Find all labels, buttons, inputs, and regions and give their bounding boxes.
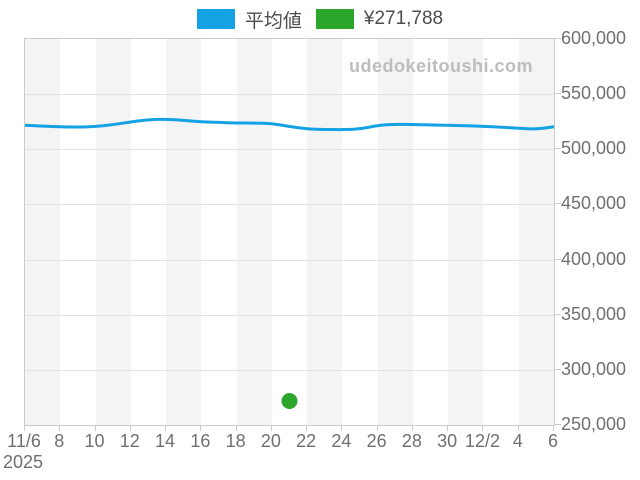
x-axis-tick <box>411 425 413 431</box>
legend-label-price: ¥271,788 <box>363 8 444 29</box>
x-axis-label: 10 <box>84 431 105 451</box>
x-axis-label: 4 <box>512 431 523 451</box>
x-axis-label: 18 <box>225 431 246 451</box>
y-axis-label: 300,000 <box>561 358 627 379</box>
y-axis-tick <box>554 368 561 370</box>
plot-area: udedokeitoushi.com <box>24 38 555 426</box>
x-axis-label: 12/2 <box>464 431 500 451</box>
y-axis-label: 350,000 <box>561 303 627 324</box>
y-axis-tick <box>554 313 561 315</box>
plot-stripe <box>25 39 61 425</box>
y-axis-tick <box>554 38 561 39</box>
gridline <box>25 149 554 151</box>
series-layer <box>25 117 554 409</box>
y-axis-tick <box>554 424 561 425</box>
x-axis-tick <box>200 425 202 431</box>
x-axis-label: 16 <box>190 431 211 451</box>
y-axis-label: 600,000 <box>561 28 627 48</box>
gridline <box>25 314 554 316</box>
x-axis-label: 28 <box>401 431 422 451</box>
y-axis-label: 250,000 <box>561 414 627 434</box>
legend-item-price[interactable]: ¥271,788 <box>315 8 444 30</box>
price-point-marker[interactable] <box>281 392 298 409</box>
plot-stripe <box>518 39 554 425</box>
y-axis-tick <box>554 148 561 150</box>
x-axis-label: 8 <box>54 431 65 451</box>
x-axis-label: 26 <box>366 431 387 451</box>
x-axis-label: 24 <box>331 431 352 451</box>
plot-stripe <box>236 39 272 425</box>
x-axis-tick <box>24 425 25 431</box>
y-axis-tick <box>554 203 561 205</box>
y-axis-label: 450,000 <box>561 193 627 214</box>
x-axis-tick <box>235 425 237 431</box>
gridline <box>25 94 554 96</box>
chart-legend: 平均値 ¥271,788 <box>0 6 640 32</box>
x-axis-label: 11/6 <box>7 431 41 451</box>
x-axis-label: 20 <box>260 431 281 451</box>
x-axis-tick <box>376 425 378 431</box>
watermark: udedokeitoushi.com <box>348 56 533 76</box>
gridline <box>25 369 554 371</box>
x-axis-tick <box>482 425 484 431</box>
x-axis-tick <box>129 425 131 431</box>
x-axis-tick <box>553 425 554 431</box>
plot-stripe <box>307 39 343 425</box>
x-axis-tick <box>270 425 272 431</box>
legend-item-average[interactable]: 平均値 <box>196 6 302 33</box>
gridline <box>25 259 554 261</box>
x-axis-tick <box>517 425 519 431</box>
average-price-line <box>25 117 554 132</box>
plot-stripe <box>95 39 131 425</box>
y-axis-label: 500,000 <box>561 138 627 159</box>
y-axis-tick <box>554 93 561 95</box>
x-axis-tick <box>306 425 308 431</box>
gridline <box>25 204 554 206</box>
x-axis-label: 12 <box>119 431 140 451</box>
x-axis-tick <box>341 425 343 431</box>
plot-stripe <box>166 39 202 425</box>
x-axis-tick <box>165 425 167 431</box>
legend-swatch-price <box>315 9 354 29</box>
y-axis-tick <box>554 258 561 260</box>
x-axis-label: 22 <box>296 431 317 451</box>
x-axis-tick <box>447 425 449 431</box>
plot-stripe <box>448 39 484 425</box>
y-axis-label: 400,000 <box>561 248 627 269</box>
legend-label-average: 平均値 <box>244 10 302 32</box>
x-axis-label: 14 <box>155 431 176 451</box>
x-axis-tick <box>59 425 61 431</box>
y-axis-label: 550,000 <box>561 83 627 104</box>
x-axis-tick <box>94 425 96 431</box>
plot-stripe <box>377 39 413 425</box>
x-axis-label: 30 <box>437 431 458 451</box>
x-axis-label: 6 <box>547 431 559 451</box>
x-axis-year-label: 2025 <box>3 452 44 472</box>
legend-swatch-average <box>196 9 235 29</box>
